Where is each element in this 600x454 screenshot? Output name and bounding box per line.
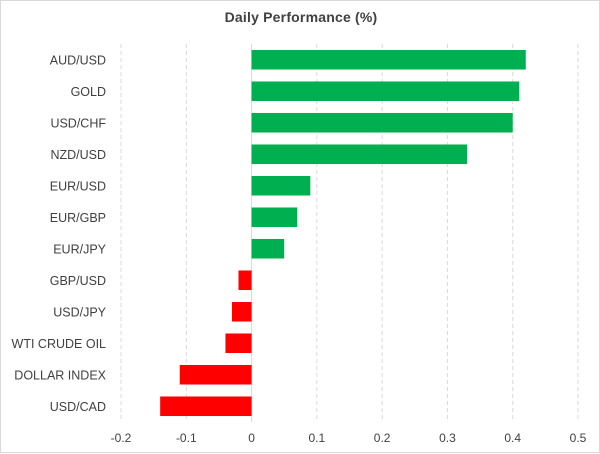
category-label: USD/CHF — [50, 116, 106, 130]
category-label: USD/CAD — [50, 400, 106, 414]
x-tick-label: 0.1 — [309, 431, 326, 445]
category-label: GOLD — [71, 85, 106, 99]
x-axis-tick-labels: -0.2 -0.1 0 0.1 0.2 0.3 0.4 0.5 — [111, 431, 587, 445]
grid-layer — [120, 44, 579, 422]
category-labels: AUD/USD GOLD USD/CHF NZD/USD EUR/USD EUR/GBP E… — [12, 53, 107, 414]
x-tick-label: -0.2 — [111, 431, 132, 445]
bar-wti-crude-oil — [225, 333, 252, 354]
category-label: AUD/USD — [50, 53, 106, 67]
bar-nzd-usd — [251, 144, 468, 165]
category-label: EUR/GBP — [50, 211, 106, 225]
x-tick-label: 0.5 — [570, 431, 587, 445]
bar-aud-usd — [251, 49, 526, 70]
category-label: DOLLAR INDEX — [14, 368, 106, 382]
x-tick-label: -0.1 — [176, 431, 197, 445]
bar-dollar-index — [179, 364, 252, 385]
x-tick-label: 0 — [248, 431, 255, 445]
category-label: EUR/JPY — [53, 242, 106, 256]
chart-title: Daily Performance (%) — [224, 9, 378, 25]
bar-usd-chf — [251, 112, 513, 133]
x-tick-label: 0.3 — [439, 431, 456, 445]
x-tick-label: 0.2 — [374, 431, 391, 445]
bar-usd-cad — [160, 396, 252, 417]
bar-eur-usd — [251, 175, 311, 196]
x-tick-label: 0.4 — [504, 431, 521, 445]
bar-eur-jpy — [251, 238, 285, 259]
category-label: EUR/USD — [50, 179, 106, 193]
bar-gold — [251, 81, 520, 102]
category-label: NZD/USD — [50, 148, 106, 162]
category-label: GBP/USD — [50, 274, 106, 288]
category-label: USD/JPY — [53, 305, 106, 319]
bars-layer — [160, 49, 526, 417]
bar-usd-jpy — [231, 301, 252, 322]
bar-gbp-usd — [238, 270, 252, 291]
bar-eur-gbp — [251, 207, 298, 228]
category-label: WTI CRUDE OIL — [12, 337, 106, 351]
